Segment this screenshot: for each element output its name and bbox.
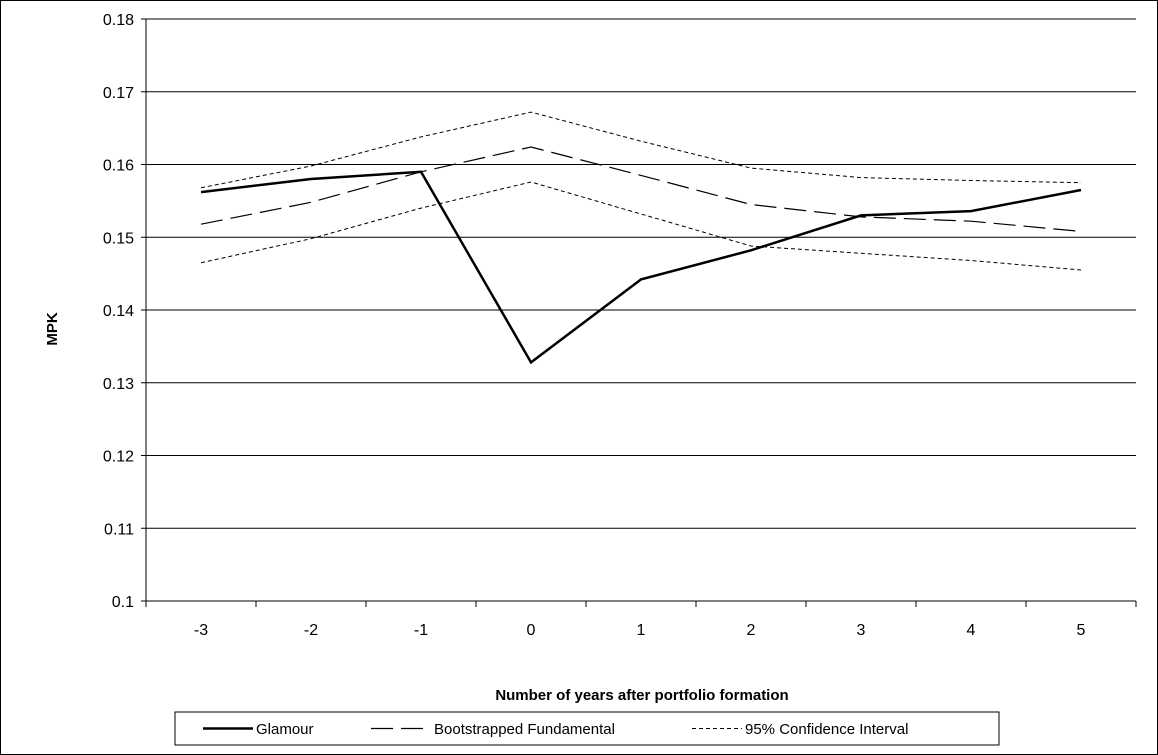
y-tick-label: 0.17 (103, 85, 134, 102)
y-tick-label: 0.15 (103, 230, 134, 247)
x-axis-title: Number of years after portfolio formatio… (495, 687, 788, 704)
series-line-ci-upper (200, 111, 1082, 189)
series-line-ci-lower (200, 181, 1082, 271)
y-tick-label: 0.12 (103, 449, 134, 466)
series-layer (200, 111, 1082, 365)
tick-labels-layer: 0.1 0.11 0.12 0.13 0.14 0.15 0.16 0.17 0.18 -3 -2 -… (103, 12, 1086, 639)
legend-label-glamour: Glamour (256, 721, 314, 738)
y-tick-label: 0.11 (104, 521, 134, 538)
x-tick-label: 4 (967, 622, 976, 639)
series-line-bootstrapped-fundamental (200, 146, 1082, 232)
x-tick-label: 3 (857, 622, 866, 639)
y-tick-label: 0.14 (103, 303, 134, 320)
y-tick-label: 0.1 (112, 594, 134, 611)
grid-layer (146, 18, 1136, 602)
legend: Glamour Bootstrapped Fundamental 95% Con… (174, 711, 1000, 746)
x-tick-label: -3 (194, 622, 208, 639)
x-tick-label: 5 (1077, 622, 1086, 639)
legend-label-confidence-interval: 95% Confidence Interval (745, 721, 908, 738)
x-tick-label: 0 (527, 622, 536, 639)
x-tick-label: -2 (304, 622, 318, 639)
y-axis-title: MPK (44, 312, 61, 346)
x-tick-label: 2 (747, 622, 756, 639)
legend-label-bootstrapped-fundamental: Bootstrapped Fundamental (434, 721, 615, 738)
axes-layer (141, 18, 1137, 607)
y-tick-label: 0.16 (103, 158, 134, 175)
legend-box (174, 711, 1000, 746)
x-tick-label: -1 (414, 622, 428, 639)
y-tick-label: 0.18 (103, 12, 134, 29)
y-tick-label: 0.13 (103, 376, 134, 393)
series-line-glamour (200, 170, 1082, 365)
x-tick-label: 1 (637, 622, 646, 639)
